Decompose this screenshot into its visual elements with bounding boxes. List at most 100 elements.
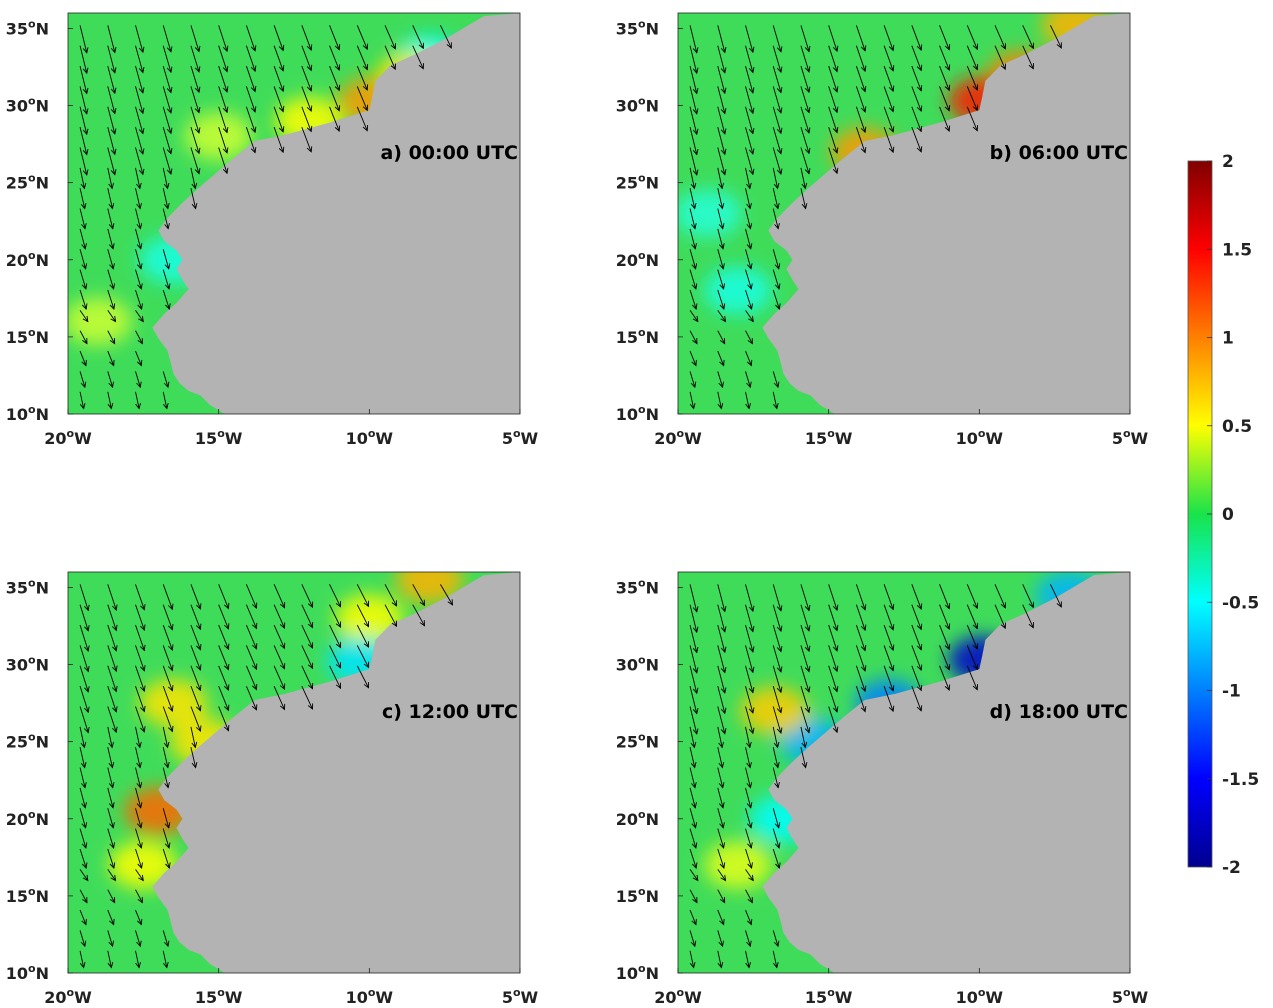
wind-arrow [745, 310, 754, 322]
wind-arrow [107, 604, 117, 631]
wind-arrow [772, 950, 778, 968]
wind-arrow [135, 86, 144, 114]
map-panel: a) 00:00 UTC 10oN 15oN 20oN 25oN 30oN 35oN 20oW… [6, 12, 539, 448]
wind-arrow [717, 950, 722, 968]
wind-arrow [772, 391, 778, 409]
wind-arrow [855, 685, 866, 712]
wind-arrow [745, 269, 752, 290]
wind-arrow [717, 889, 726, 903]
wind-arrow-head [136, 918, 143, 926]
wind-arrow [135, 909, 142, 925]
wind-arrow-head [776, 86, 783, 94]
wind-arrow [689, 127, 698, 155]
panel-frame [677, 12, 1131, 415]
wind-arrow [689, 706, 698, 734]
wind-arrow-head [774, 822, 781, 829]
wind-vectors [79, 584, 454, 969]
wind-arrow [828, 86, 838, 113]
wind-arrow-head [944, 84, 951, 92]
wind-arrow [107, 808, 114, 828]
wind-arrow [79, 767, 86, 788]
wind-arrow [939, 106, 950, 132]
x-tick-label: 15oW [805, 986, 853, 1007]
wind-arrow [689, 828, 697, 849]
wind-arrow [689, 188, 696, 209]
colorbar: 2 1.5 1 0.5 0 -0.5 -1 -1.5 -2 [1187, 152, 1259, 878]
wind-arrow [245, 45, 256, 72]
wind-arrow [107, 665, 117, 692]
wind-arrow-head [888, 685, 895, 692]
wind-arrow [1022, 25, 1034, 49]
wind-arrow [717, 909, 725, 925]
y-tick-label: 15oN [616, 326, 659, 347]
wind-arrow [162, 706, 173, 732]
wind-arrow [772, 686, 782, 713]
wind-arrow [745, 950, 750, 968]
wind-arrow [135, 310, 144, 322]
wind-arrow [162, 208, 169, 229]
wind-arrow-head [972, 84, 979, 91]
wind-arrow [301, 45, 312, 71]
land-mask [152, 572, 520, 973]
wind-arrow-head [307, 683, 314, 690]
wind-arrow-head [110, 315, 117, 323]
wind-arrow-head [278, 126, 285, 133]
wind-arrow-head [107, 962, 114, 969]
wind-arrow [190, 604, 201, 630]
wind-arrow-head [82, 874, 89, 882]
wind-arrow [273, 86, 284, 112]
wind-arrow [745, 889, 753, 903]
wind-arrow-head [222, 147, 229, 154]
wind-arrow-head [773, 940, 780, 948]
wind-arrow-head [747, 303, 753, 310]
wind-arrow [745, 665, 754, 693]
wind-arrow-head [81, 862, 88, 869]
wind-arrow [689, 645, 698, 673]
wind-arrow [800, 86, 810, 113]
wind-arrow-head [110, 107, 117, 115]
panel-frame [677, 571, 1131, 974]
wind-arrow-head [772, 403, 779, 410]
wind-arrow [828, 147, 838, 174]
wind-arrow [190, 645, 201, 671]
wind-arrow [994, 604, 1006, 629]
wind-arrow [717, 686, 726, 714]
wind-arrow [79, 869, 89, 881]
wind-arrow-head [112, 726, 118, 734]
wind-arrow [717, 787, 724, 808]
panel-frame [67, 12, 521, 415]
wind-arrow-head [691, 822, 698, 829]
wind-arrow [218, 147, 228, 174]
y-tick-label: 25oN [6, 731, 49, 752]
wind-arrow [79, 167, 85, 189]
wind-arrow-head [137, 862, 143, 869]
wind-arrow [329, 584, 341, 607]
wind-arrow [135, 685, 145, 712]
wind-arrow [939, 25, 950, 50]
wind-arrow [356, 45, 368, 70]
panel-label: c) 12:00 UTC [382, 701, 518, 723]
wind-arrow-head [306, 105, 313, 113]
wind-arrow-head [251, 602, 258, 610]
wind-arrow-head [860, 146, 867, 154]
wind-arrow [745, 828, 752, 849]
wind-arrow [883, 86, 894, 112]
wind-arrow-head [80, 940, 87, 948]
wind-arrow-head [746, 822, 753, 829]
wind-arrow-head [746, 202, 752, 210]
wind-arrow [689, 65, 698, 94]
wind-arrow-head [363, 600, 369, 608]
wind-arrow-head [719, 918, 725, 926]
wind-arrow [79, 249, 87, 269]
x-tick-label: 20oW [654, 986, 702, 1007]
wind-arrow [745, 167, 751, 189]
panel-frame [67, 571, 521, 974]
wind-arrow [107, 45, 116, 73]
wind-arrow-head [832, 167, 839, 175]
wind-arrow-head [279, 622, 286, 629]
wind-arrow [745, 45, 754, 73]
y-tick-label: 35oN [6, 576, 49, 597]
wind-arrow-head [306, 146, 313, 153]
wind-arrow-head [137, 338, 143, 345]
wind-arrow-head [138, 128, 145, 135]
